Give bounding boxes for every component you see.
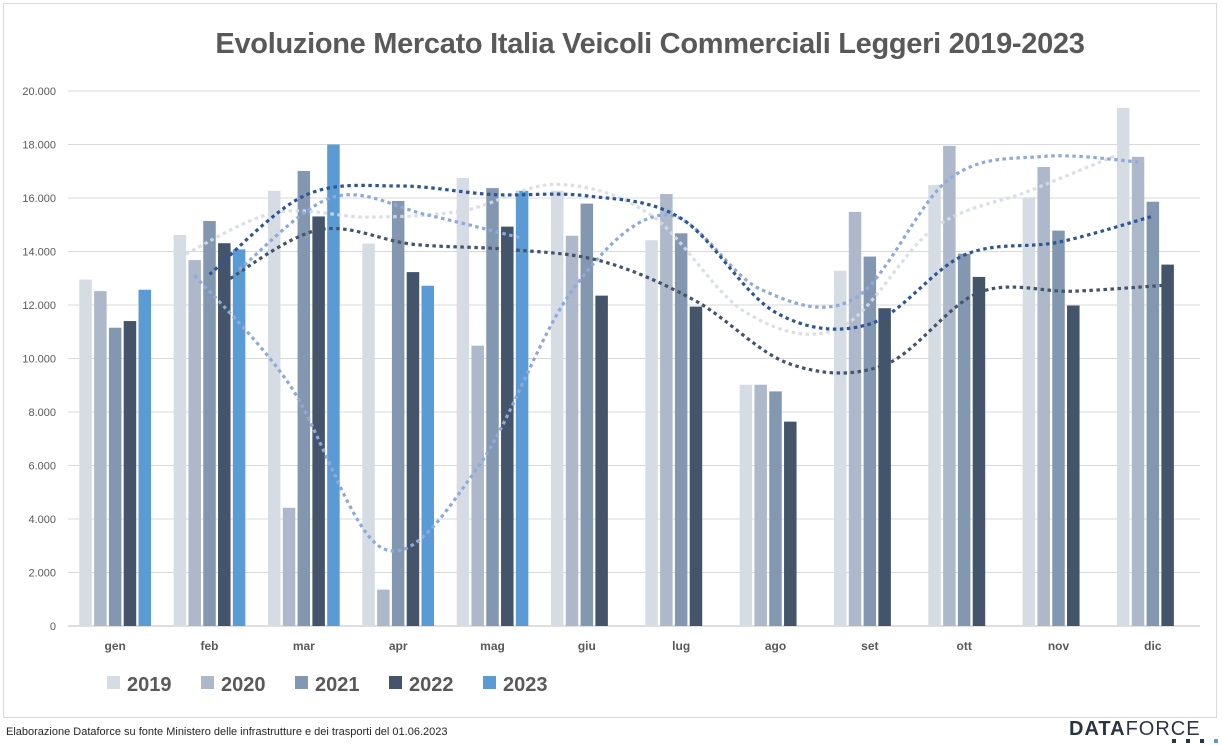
bar-2021-apr (391, 200, 405, 626)
legend-label: 2021 (315, 674, 360, 696)
bar-2020-mag (471, 345, 484, 626)
x-tick-label: nov (1048, 639, 1070, 653)
x-tick-label: lug (672, 639, 690, 653)
y-tick-label: 20.000 (22, 86, 56, 98)
trendline-2021 (208, 183, 1154, 331)
legend-swatch-2021 (295, 676, 308, 689)
chart-title: Evoluzione Mercato Italia Veicoli Commer… (215, 28, 1085, 60)
bar-2021-ott (957, 253, 971, 626)
bar-2020-dic (1131, 156, 1145, 626)
bar-2019-lug (645, 240, 658, 626)
logo-part-data: DATA (1069, 718, 1126, 740)
bar-2021-dic (1146, 201, 1160, 626)
y-tick-label: 6.000 (28, 461, 56, 473)
bar-2021-lug (674, 233, 688, 626)
legend-label: 2020 (221, 674, 266, 696)
bar-2023-apr (421, 285, 435, 626)
bar-2020-lug (660, 193, 673, 627)
bar-2021-mar (297, 170, 311, 627)
x-tick-label: mag (480, 639, 505, 653)
logo-dots-icon (1172, 739, 1218, 743)
bar-2022-apr (406, 272, 420, 626)
y-tick-label: 0 (50, 621, 56, 633)
dataforce-logo: DATAFORCE (1069, 718, 1201, 741)
x-tick-label: gen (104, 639, 125, 653)
legend-swatch-2019 (107, 676, 120, 689)
bar-2023-gen (138, 289, 152, 626)
bar-2021-set (863, 256, 877, 626)
bar-2020-nov (1037, 166, 1050, 626)
x-tick-label: ago (765, 639, 786, 653)
bar-2019-giu (550, 190, 564, 626)
x-tick-label: ott (957, 639, 972, 653)
legend-swatch-2023 (483, 676, 496, 689)
bar-2021-ago (769, 391, 782, 626)
bar-2019-dic (1116, 107, 1130, 627)
x-tick-label: feb (201, 639, 219, 653)
bar-2019-mag (456, 177, 470, 626)
bar-2019-set (833, 270, 847, 626)
bar-2020-set (848, 211, 862, 626)
bar-2022-ott (972, 276, 986, 626)
footer-source: Elaborazione Dataforce su fonte Minister… (6, 726, 448, 738)
bar-2023-mag (515, 190, 529, 626)
trendline-2022 (223, 227, 1168, 375)
legend-label: 2022 (409, 674, 454, 696)
bar-2020-apr (377, 589, 390, 626)
bar-2019-apr (362, 243, 375, 626)
bar-2020-feb (188, 260, 201, 626)
bar-2020-giu (565, 235, 579, 626)
bar-2021-gen (108, 327, 122, 626)
bar-2021-mag (486, 188, 499, 627)
chart-frame (3, 3, 1217, 718)
bar-2019-ago (739, 384, 753, 626)
bar-2021-nov (1052, 230, 1065, 626)
x-tick-label: giu (578, 639, 596, 653)
x-tick-label: dic (1144, 639, 1162, 653)
logo-part-force: FORCE (1125, 718, 1201, 740)
legend-label: 2019 (127, 674, 172, 696)
bar-2023-feb (232, 249, 246, 627)
bar-2021-giu (580, 203, 594, 626)
bar-2022-gen (123, 321, 137, 626)
bar-2022-mar (312, 216, 325, 626)
x-tick-label: set (861, 639, 878, 653)
bar-2020-mar (282, 507, 296, 626)
y-tick-label: 16.000 (22, 193, 56, 205)
bar-2019-feb (173, 234, 187, 627)
bar-2020-gen (94, 291, 107, 626)
bar-2019-mar (267, 190, 281, 626)
bar-2023-mar (327, 144, 340, 626)
y-tick-label: 14.000 (22, 247, 56, 259)
legend-swatch-2022 (389, 676, 402, 689)
bar-2019-gen (79, 279, 92, 626)
bar-2022-nov (1067, 305, 1080, 626)
bar-2019-ott (928, 184, 941, 626)
bar-2019-nov (1022, 197, 1036, 626)
y-tick-label: 18.000 (22, 140, 56, 152)
legend-label: 2023 (503, 674, 548, 696)
y-tick-label: 10.000 (22, 354, 56, 366)
trendline-2023 (238, 193, 523, 271)
y-tick-label: 8.000 (28, 407, 56, 419)
legend-swatch-2020 (201, 676, 214, 689)
x-tick-label: apr (389, 639, 408, 653)
bar-2022-dic (1161, 264, 1174, 626)
bar-2022-ago (784, 421, 797, 626)
bar-2022-set (878, 308, 891, 626)
bar-2022-lug (689, 306, 703, 626)
bar-2021-feb (203, 221, 216, 626)
bar-2020-ago (754, 384, 767, 626)
bar-2022-feb (218, 243, 231, 626)
trendline-2019 (179, 151, 1124, 336)
x-tick-label: mar (293, 639, 315, 653)
y-tick-label: 4.000 (28, 514, 56, 526)
bar-2022-giu (595, 295, 608, 626)
bar-2022-mag (501, 226, 514, 626)
y-tick-label: 2.000 (28, 568, 56, 580)
y-tick-label: 12.000 (22, 300, 56, 312)
